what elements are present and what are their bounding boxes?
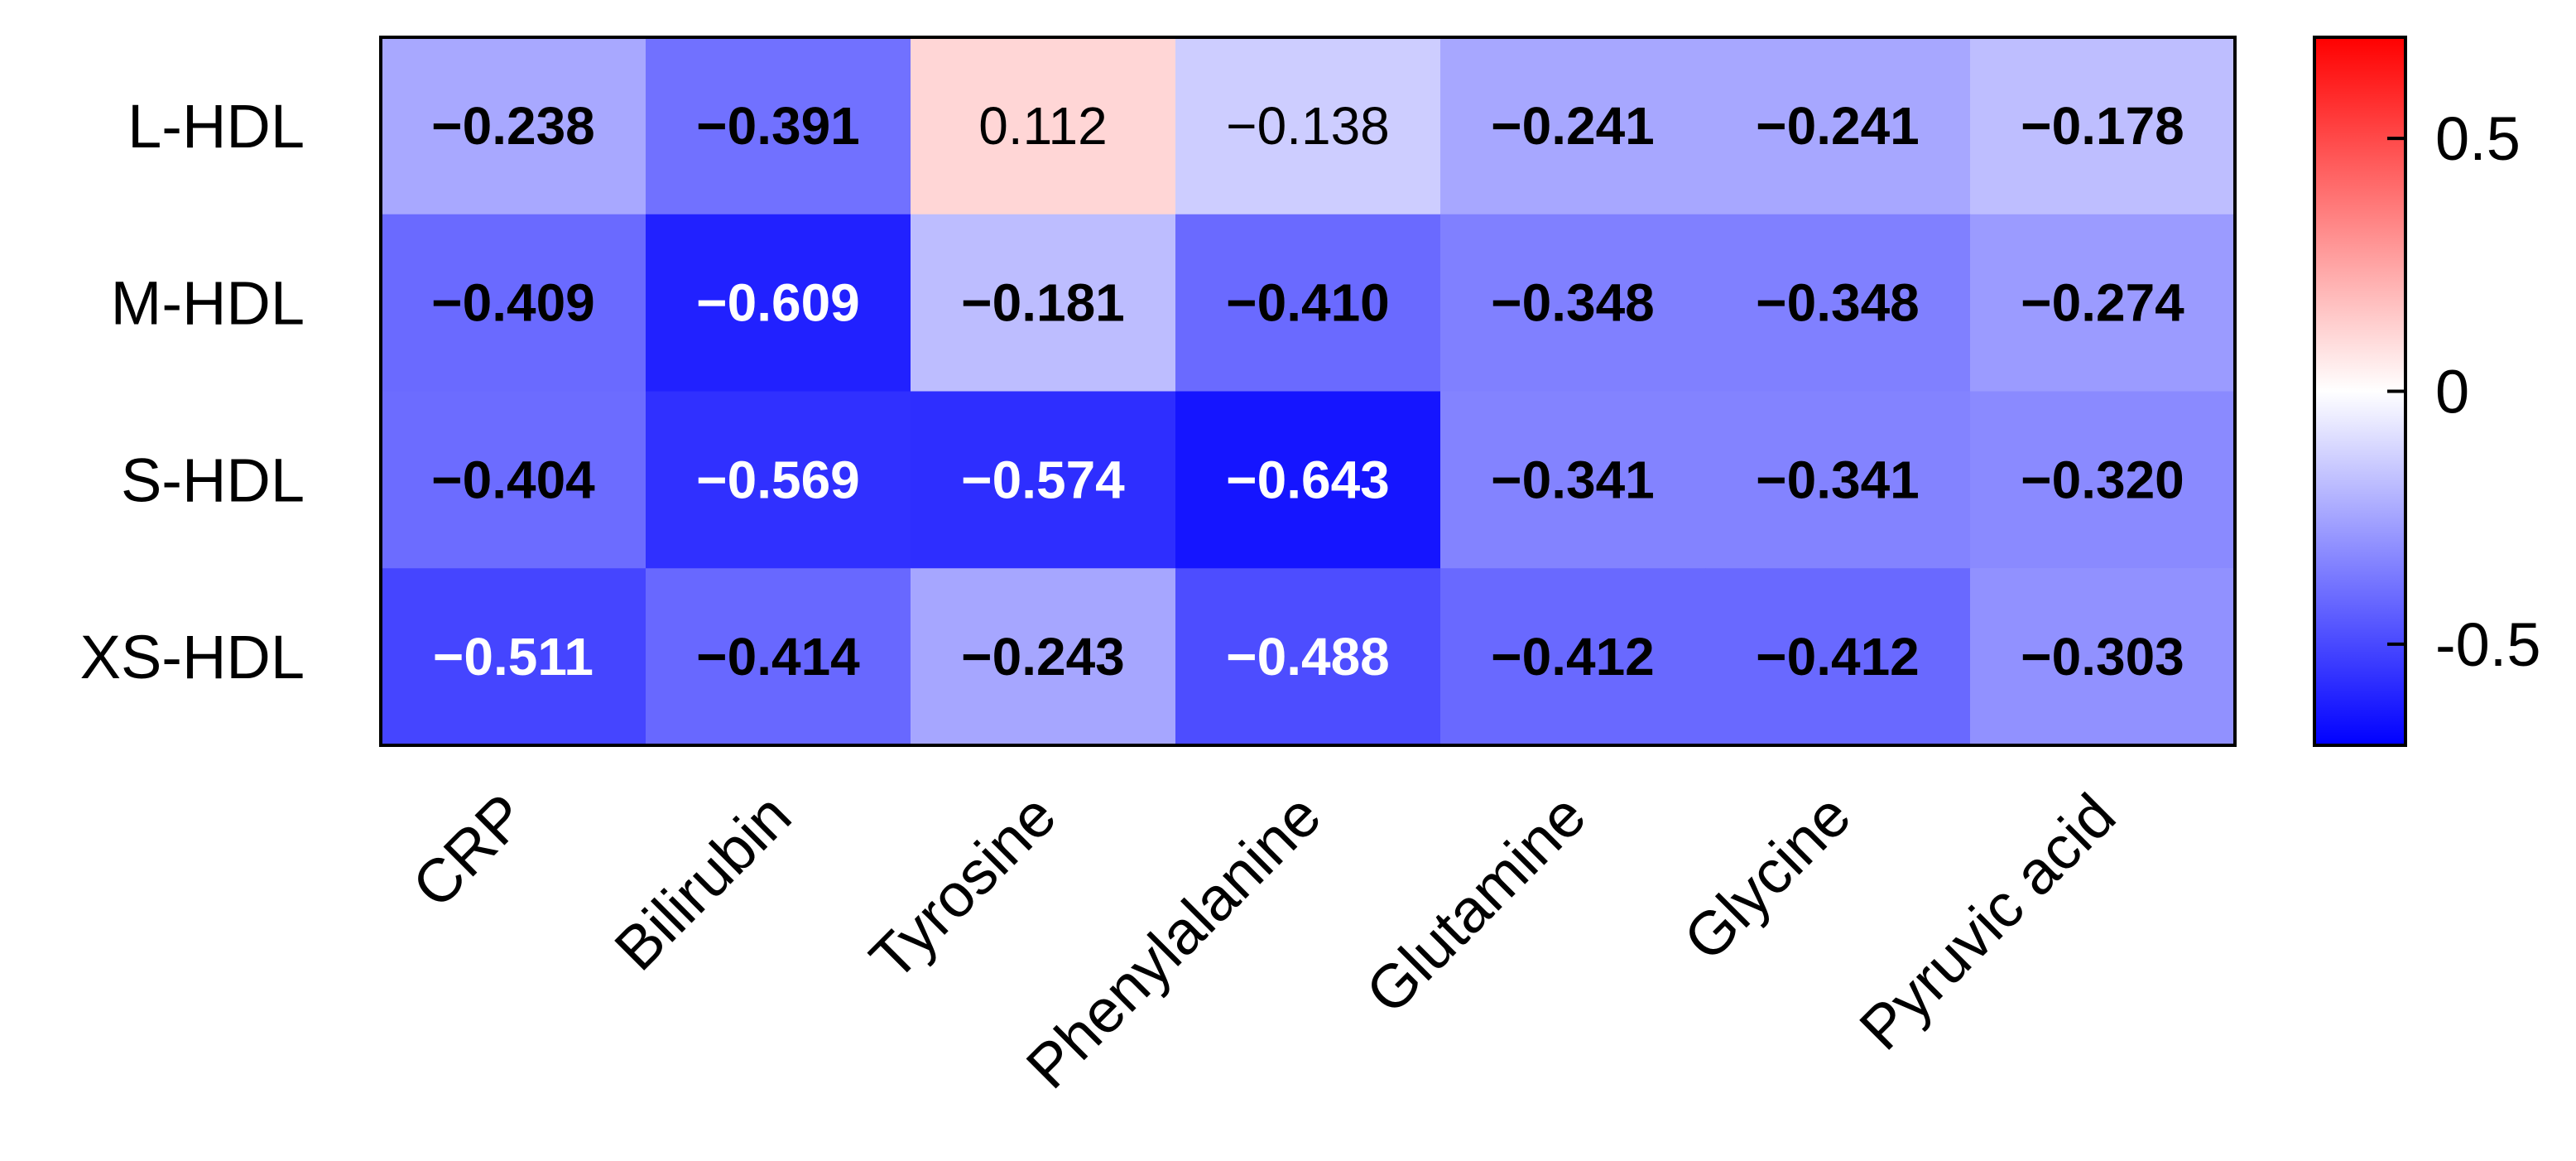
heatmap-frame — [379, 36, 2237, 747]
cell-value-label: −0.303 — [2021, 627, 2184, 686]
column-label: Glycine — [1670, 781, 1863, 974]
heatmap-cell — [1175, 214, 1441, 392]
cell-value-label: −0.511 — [433, 627, 594, 686]
column-label: Glutamine — [1353, 781, 1598, 1027]
colorbar-ticks: 0.5 0 -0.5 — [2387, 104, 2541, 679]
heatmap-cell — [646, 214, 911, 392]
cell-value-label: −0.274 — [2021, 273, 2184, 333]
cell-value-label: −0.488 — [1226, 627, 1390, 686]
row-label: M-HDL — [111, 269, 305, 338]
cell-value-label: −0.348 — [1756, 273, 1920, 333]
row-label: XS-HDL — [80, 623, 305, 691]
cell-value-label: −0.241 — [1491, 96, 1655, 156]
heatmap-cell — [381, 568, 646, 746]
heatmap-cell — [1705, 37, 1971, 215]
heatmap-cell — [1175, 568, 1441, 746]
cell-value-label: −0.320 — [2021, 450, 2184, 509]
colorbar: 0.5 0 -0.5 — [2313, 36, 2541, 747]
heatmap-cell — [1970, 214, 2236, 392]
cell-value-label: −0.348 — [1491, 273, 1655, 333]
cell-value-label: −0.241 — [1756, 96, 1920, 156]
heatmap-cell — [1705, 391, 1971, 569]
colorbar-tick-label: 0.5 — [2435, 104, 2521, 173]
heatmap-cell — [911, 391, 1176, 569]
heatmap-cell — [646, 37, 911, 215]
cell-value-label: −0.414 — [696, 627, 860, 686]
heatmap-cell — [646, 568, 911, 746]
cell-value-label: −0.178 — [2021, 96, 2184, 156]
cell-value-label: −0.138 — [1226, 96, 1390, 156]
cell-value-label: −0.412 — [1491, 627, 1655, 686]
cell-value-label: −0.574 — [961, 450, 1125, 509]
cell-value-label: −0.243 — [961, 627, 1125, 686]
column-label: CRP — [399, 781, 539, 921]
heatmap-cells: −0.238 −0.391 0.112 −0.138 −0.241 −0.241 −0.17… — [381, 37, 2236, 746]
heatmap-cell — [911, 214, 1176, 392]
heatmap-cell — [1970, 37, 2236, 215]
row-labels: L-HDL M-HDL S-HDL XS-HDL — [80, 92, 305, 691]
column-label: Pyruvic acid — [1847, 781, 2129, 1063]
cell-value-label: 0.112 — [978, 96, 1107, 156]
heatmap-cell — [1705, 568, 1971, 746]
cell-value-label: −0.341 — [1756, 450, 1920, 509]
heatmap-cell — [381, 37, 646, 215]
cell-value-label: −0.409 — [431, 273, 595, 333]
heatmap-cell — [1440, 214, 1706, 392]
cell-value-label: −0.404 — [431, 450, 595, 509]
cell-value-label: −0.238 — [431, 96, 595, 156]
heatmap-cell — [1440, 391, 1706, 569]
row-label: S-HDL — [121, 446, 305, 514]
column-label: Bilirubin — [601, 781, 804, 984]
cell-value-label: −0.643 — [1226, 450, 1390, 509]
heatmap-cell — [381, 214, 646, 392]
row-label: L-HDL — [127, 92, 305, 161]
heatmap-cell — [1970, 568, 2236, 746]
heatmap-cell — [1970, 391, 2236, 569]
cell-value-label: −0.609 — [696, 273, 860, 333]
heatmap-cell — [1705, 214, 1971, 392]
cell-value-label: −0.412 — [1756, 627, 1920, 686]
heatmap-cell — [1440, 37, 1706, 215]
cell-value-label: −0.391 — [696, 96, 860, 156]
cell-value-label: −0.181 — [961, 273, 1125, 333]
cell-value-label: −0.410 — [1226, 273, 1390, 333]
colorbar-tick-label: 0 — [2435, 358, 2469, 426]
heatmap-cell — [1440, 568, 1706, 746]
heatmap-cell — [381, 391, 646, 569]
heatmap-cell — [911, 568, 1176, 746]
column-label: Tyrosine — [857, 781, 1069, 993]
heatmap-cell — [911, 37, 1176, 215]
cell-value-label: −0.341 — [1491, 450, 1655, 509]
heatmap-cell — [1175, 37, 1441, 215]
cell-value-label: −0.569 — [696, 450, 860, 509]
colorbar-tick-label: -0.5 — [2435, 610, 2541, 679]
heatmap-cell — [646, 391, 911, 569]
heatmap-cell — [1175, 391, 1441, 569]
